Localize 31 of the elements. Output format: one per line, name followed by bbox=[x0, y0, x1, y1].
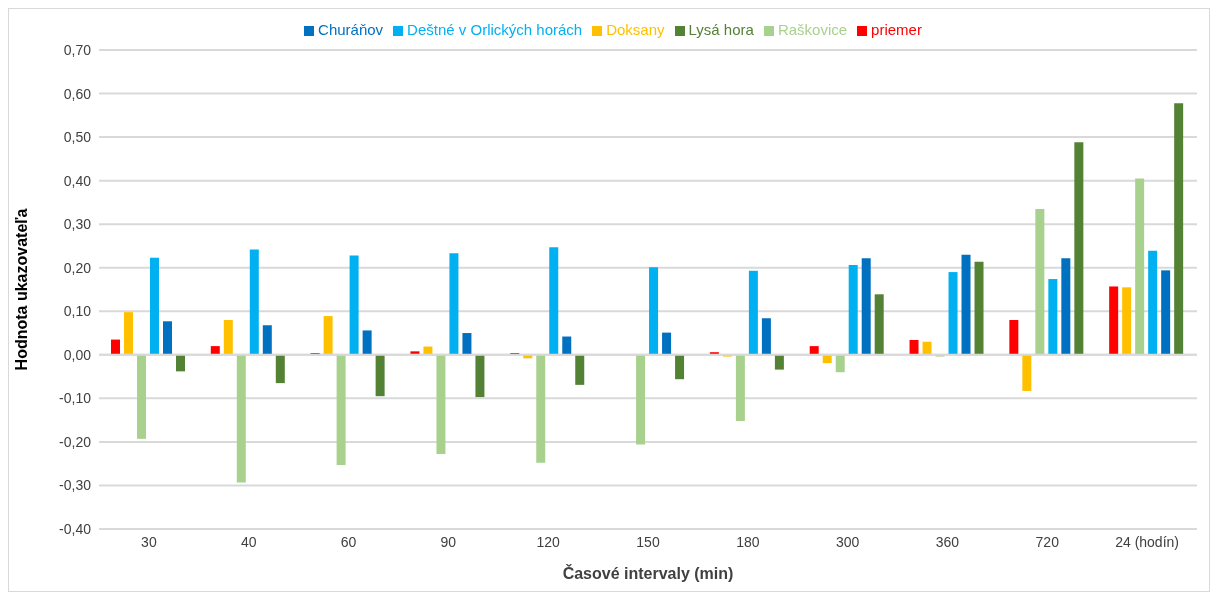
legend-label: Deštné v Orlických horách bbox=[407, 21, 583, 38]
y-tick-label: 0,70 bbox=[63, 41, 92, 58]
legend-label: Doksany bbox=[606, 21, 665, 38]
y-tick-label: 0,10 bbox=[63, 303, 92, 320]
x-tick-label: 150 bbox=[636, 533, 660, 550]
x-tick-label: 24 (hodín) bbox=[1115, 533, 1180, 550]
x-tick-label: 60 bbox=[340, 533, 357, 550]
y-tick-label: 0,60 bbox=[63, 85, 92, 102]
legend-label: Raškovice bbox=[777, 21, 848, 38]
y-tick-label: 0,00 bbox=[63, 346, 92, 363]
y-axis-title: Hodnota ukazovateľa bbox=[12, 208, 30, 371]
x-tick-label: 30 bbox=[141, 533, 157, 550]
y-tick-label: -0,20 bbox=[59, 433, 92, 450]
y-tick-label: 0,20 bbox=[63, 259, 92, 276]
x-tick-label: 360 bbox=[935, 533, 960, 550]
y-tick-label: -0,10 bbox=[59, 390, 92, 407]
x-tick-label: 180 bbox=[736, 533, 760, 550]
y-tick-label: 0,30 bbox=[63, 216, 92, 233]
y-tick-label: -0,40 bbox=[59, 520, 92, 537]
legend-label: Churáňov bbox=[318, 21, 384, 38]
x-tick-label: 90 bbox=[440, 533, 457, 550]
y-tick-label: 0,40 bbox=[63, 172, 92, 189]
legend-label: Lysá hora bbox=[688, 21, 754, 38]
x-axis-title: Časové intervaly (min) bbox=[562, 564, 734, 582]
x-tick-label: 120 bbox=[536, 533, 561, 550]
x-tick-label: 720 bbox=[1035, 533, 1060, 550]
y-tick-label: 0,50 bbox=[63, 129, 92, 146]
legend-label: priemer bbox=[871, 21, 922, 38]
x-tick-label: 300 bbox=[835, 533, 860, 550]
x-tick-label: 40 bbox=[240, 533, 257, 550]
y-tick-label: -0,30 bbox=[59, 477, 92, 494]
